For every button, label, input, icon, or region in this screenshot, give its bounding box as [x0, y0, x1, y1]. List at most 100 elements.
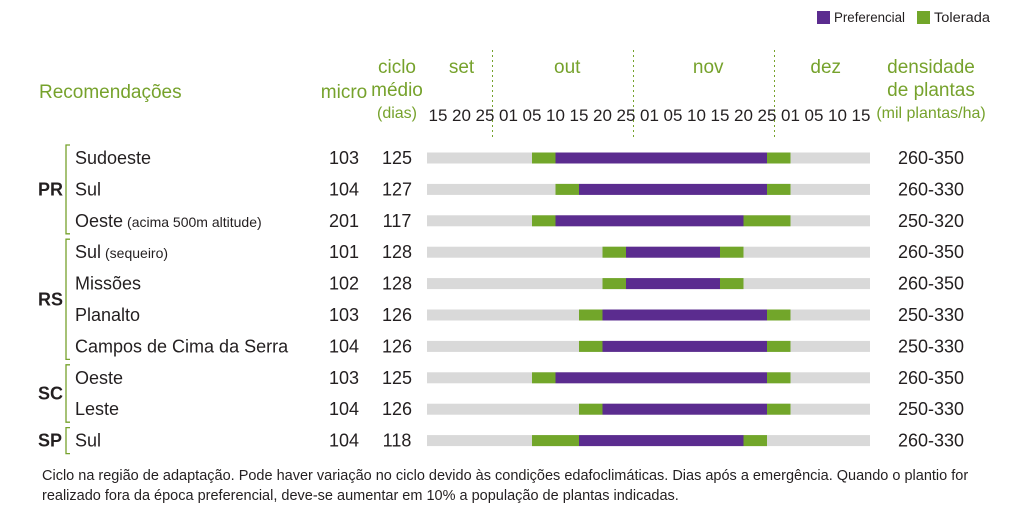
bar-tolerada — [767, 403, 791, 415]
bar-tolerada — [532, 372, 556, 384]
row-densidade: 260-330 — [898, 179, 964, 199]
bar-tolerada — [767, 183, 791, 195]
header-densidade-1: de plantas — [887, 80, 975, 101]
state-bracket-sc — [65, 364, 70, 423]
row-ciclo: 126 — [382, 305, 412, 325]
row-densidade: 260-350 — [898, 148, 964, 168]
row-densidade: 260-350 — [898, 274, 964, 294]
header-densidade-2: (mil plantas/ha) — [876, 105, 985, 122]
bar-preferencial — [602, 403, 767, 415]
row-ciclo: 117 — [383, 211, 412, 231]
row-region: Sul (sequeiro) — [75, 242, 168, 262]
month-label-nov: nov — [693, 57, 724, 78]
bar-tolerada — [602, 278, 626, 290]
bar-preferencial — [555, 152, 767, 164]
row-region: Sul — [75, 431, 101, 451]
bar-preferencial — [626, 246, 720, 258]
row-micro: 103 — [329, 148, 359, 168]
bar-tolerada — [602, 246, 626, 258]
header-densidade-0: densidade — [887, 57, 975, 78]
bar-tolerada — [767, 372, 791, 384]
header-micro: micro — [321, 82, 367, 103]
tick-label-out-01: 01 — [499, 106, 518, 125]
bar-preferencial — [579, 435, 744, 447]
tick-label-out-10: 10 — [546, 106, 565, 125]
state-bracket-rs — [65, 238, 70, 361]
header-ciclo-2: (dias) — [377, 105, 417, 122]
month-label-set: set — [449, 57, 475, 78]
bar-tolerada — [743, 215, 791, 227]
state-bracket-sp — [65, 426, 70, 455]
tick-label-out-05: 05 — [523, 106, 542, 125]
row-ciclo: 126 — [382, 336, 412, 356]
row-micro: 104 — [329, 431, 359, 451]
bar-tolerada — [579, 340, 603, 352]
bar-preferencial — [579, 183, 767, 195]
legend-swatch-preferencial — [817, 11, 830, 24]
row-densidade: 250-320 — [898, 211, 964, 231]
bar-tolerada — [743, 435, 767, 447]
footnote-line-1: Ciclo na região de adaptação. Pode haver… — [42, 468, 969, 484]
state-bracket-pr — [65, 144, 70, 235]
row-micro: 102 — [329, 274, 359, 294]
row-densidade: 260-350 — [898, 368, 964, 388]
row-region-note: (acima 500m altitude) — [127, 214, 262, 230]
state-label-sp: SP — [38, 431, 62, 451]
bar-tolerada — [555, 183, 579, 195]
tick-label-nov-01: 01 — [640, 106, 659, 125]
bar-tolerada — [532, 152, 556, 164]
tick-label-set-20: 20 — [452, 106, 471, 125]
row-ciclo: 128 — [382, 274, 412, 294]
row-region: Oeste (acima 500m altitude) — [75, 211, 262, 231]
row-ciclo: 128 — [382, 242, 412, 262]
tick-label-set-25: 25 — [476, 106, 495, 125]
footnote-line-2: realizado fora da época preferencial, de… — [42, 488, 679, 504]
bar-preferencial — [602, 340, 767, 352]
row-region: Oeste — [75, 368, 123, 388]
row-micro: 104 — [329, 179, 359, 199]
bar-tolerada — [532, 215, 556, 227]
bar-tolerada — [532, 435, 579, 447]
state-label-sc: SC — [38, 384, 63, 404]
tick-label-nov-10: 10 — [687, 106, 706, 125]
row-ciclo: 126 — [382, 399, 412, 419]
tick-label-dez-05: 05 — [805, 106, 824, 125]
bar-tolerada — [720, 278, 744, 290]
row-region: Planalto — [75, 305, 140, 325]
row-region: Leste — [75, 399, 119, 419]
tick-label-out-15: 15 — [570, 106, 589, 125]
legend-swatch-tolerada — [917, 11, 930, 24]
tick-label-out-20: 20 — [593, 106, 612, 125]
bar-preferencial — [555, 372, 767, 384]
tick-label-nov-05: 05 — [664, 106, 683, 125]
header-recomendacoes: Recomendações — [39, 82, 182, 103]
row-densidade: 260-330 — [898, 431, 964, 451]
bar-preferencial — [626, 278, 720, 290]
month-label-dez: dez — [810, 57, 841, 78]
row-ciclo: 118 — [383, 431, 412, 451]
tick-label-out-25: 25 — [617, 106, 636, 125]
bar-tolerada — [767, 152, 791, 164]
bar-tolerada — [767, 340, 791, 352]
row-densidade: 250-330 — [898, 305, 964, 325]
bar-tolerada — [720, 246, 744, 258]
legend-label-tolerada: Tolerada — [934, 10, 991, 25]
bar-tolerada — [579, 309, 603, 321]
row-region: Campos de Cima da Serra — [75, 336, 289, 356]
bar-tolerada — [767, 309, 791, 321]
legend-label-preferencial: Preferencial — [834, 10, 905, 25]
row-densidade: 260-350 — [898, 242, 964, 262]
state-label-rs: RS — [38, 289, 63, 309]
tick-label-dez-15: 15 — [852, 106, 871, 125]
header-ciclo-0: ciclo — [378, 57, 416, 78]
row-ciclo: 127 — [382, 179, 412, 199]
row-region-note: (sequeiro) — [105, 245, 168, 261]
row-micro: 103 — [329, 305, 359, 325]
bar-preferencial — [555, 215, 744, 227]
row-region: Sudoeste — [75, 148, 151, 168]
tick-label-nov-15: 15 — [711, 106, 730, 125]
row-micro: 201 — [329, 211, 359, 231]
tick-label-set-15: 15 — [429, 106, 448, 125]
row-micro: 101 — [329, 242, 359, 262]
